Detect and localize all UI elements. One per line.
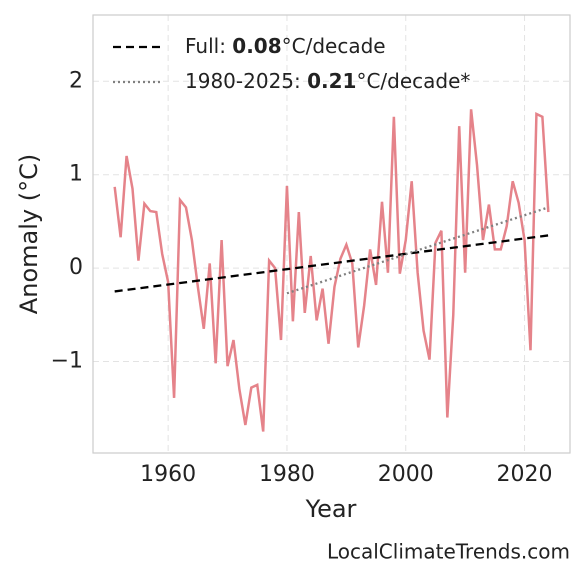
legend-label-part: 0.08 [232, 34, 281, 58]
trend-line [286, 206, 549, 295]
x-tick-label: 1960 [140, 462, 196, 487]
legend-label-part: 1980-2025: [185, 69, 307, 93]
x-tick-label: 2000 [378, 462, 434, 487]
legend-label: 1980-2025: 0.21°C/decade* [185, 69, 470, 93]
y-axis-label: Anomaly (°C) [15, 154, 43, 314]
legend-label-part: 0.21 [307, 69, 356, 93]
plot-frame [92, 14, 571, 454]
trend-line [114, 234, 549, 293]
x-axis-label: Year [305, 495, 357, 523]
legend-label-part: °C/decade* [356, 69, 470, 93]
legend-label-part: Full: [185, 34, 232, 58]
legend-label-part: °C/decade [282, 34, 386, 58]
x-tick-label: 1980 [259, 462, 315, 487]
anomaly-line [113, 109, 550, 432]
y-tick-label: 2 [69, 68, 83, 93]
footer: LocalClimateTrends.com [327, 540, 570, 564]
y-tick-label: 1 [69, 162, 83, 187]
legend-label: Full: 0.08°C/decade [185, 34, 386, 58]
y-tick-label: 0 [69, 255, 83, 280]
x-tick-label: 2020 [497, 462, 553, 487]
y-tick-label: −1 [51, 348, 83, 373]
